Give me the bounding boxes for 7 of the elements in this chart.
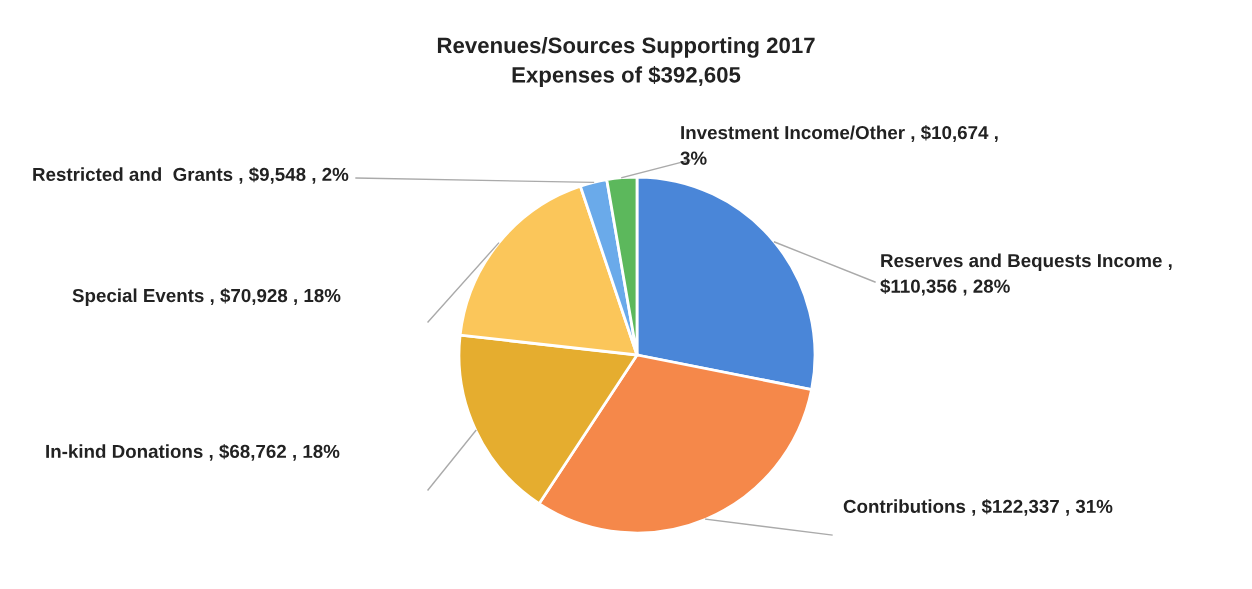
slice-label: Reserves and Bequests Income , $110,356 , 28% [880,253,1172,296]
slice-label: Restricted and Grants , $9,548 , 2% [33,166,349,184]
chart-title: Revenues/Sources Supporting 2017 Expenses of $392,605 [437,36,815,88]
slice-label: Contributions , $122,337 , 31% [843,498,1113,516]
slice-label: Investment Income/Other , $10,674 , 3% [680,125,998,165]
slice-label: Special Events , $70,928 , 18% [72,288,341,306]
slice-label: In-kind Donations , $68,762 , 18% [46,443,340,461]
